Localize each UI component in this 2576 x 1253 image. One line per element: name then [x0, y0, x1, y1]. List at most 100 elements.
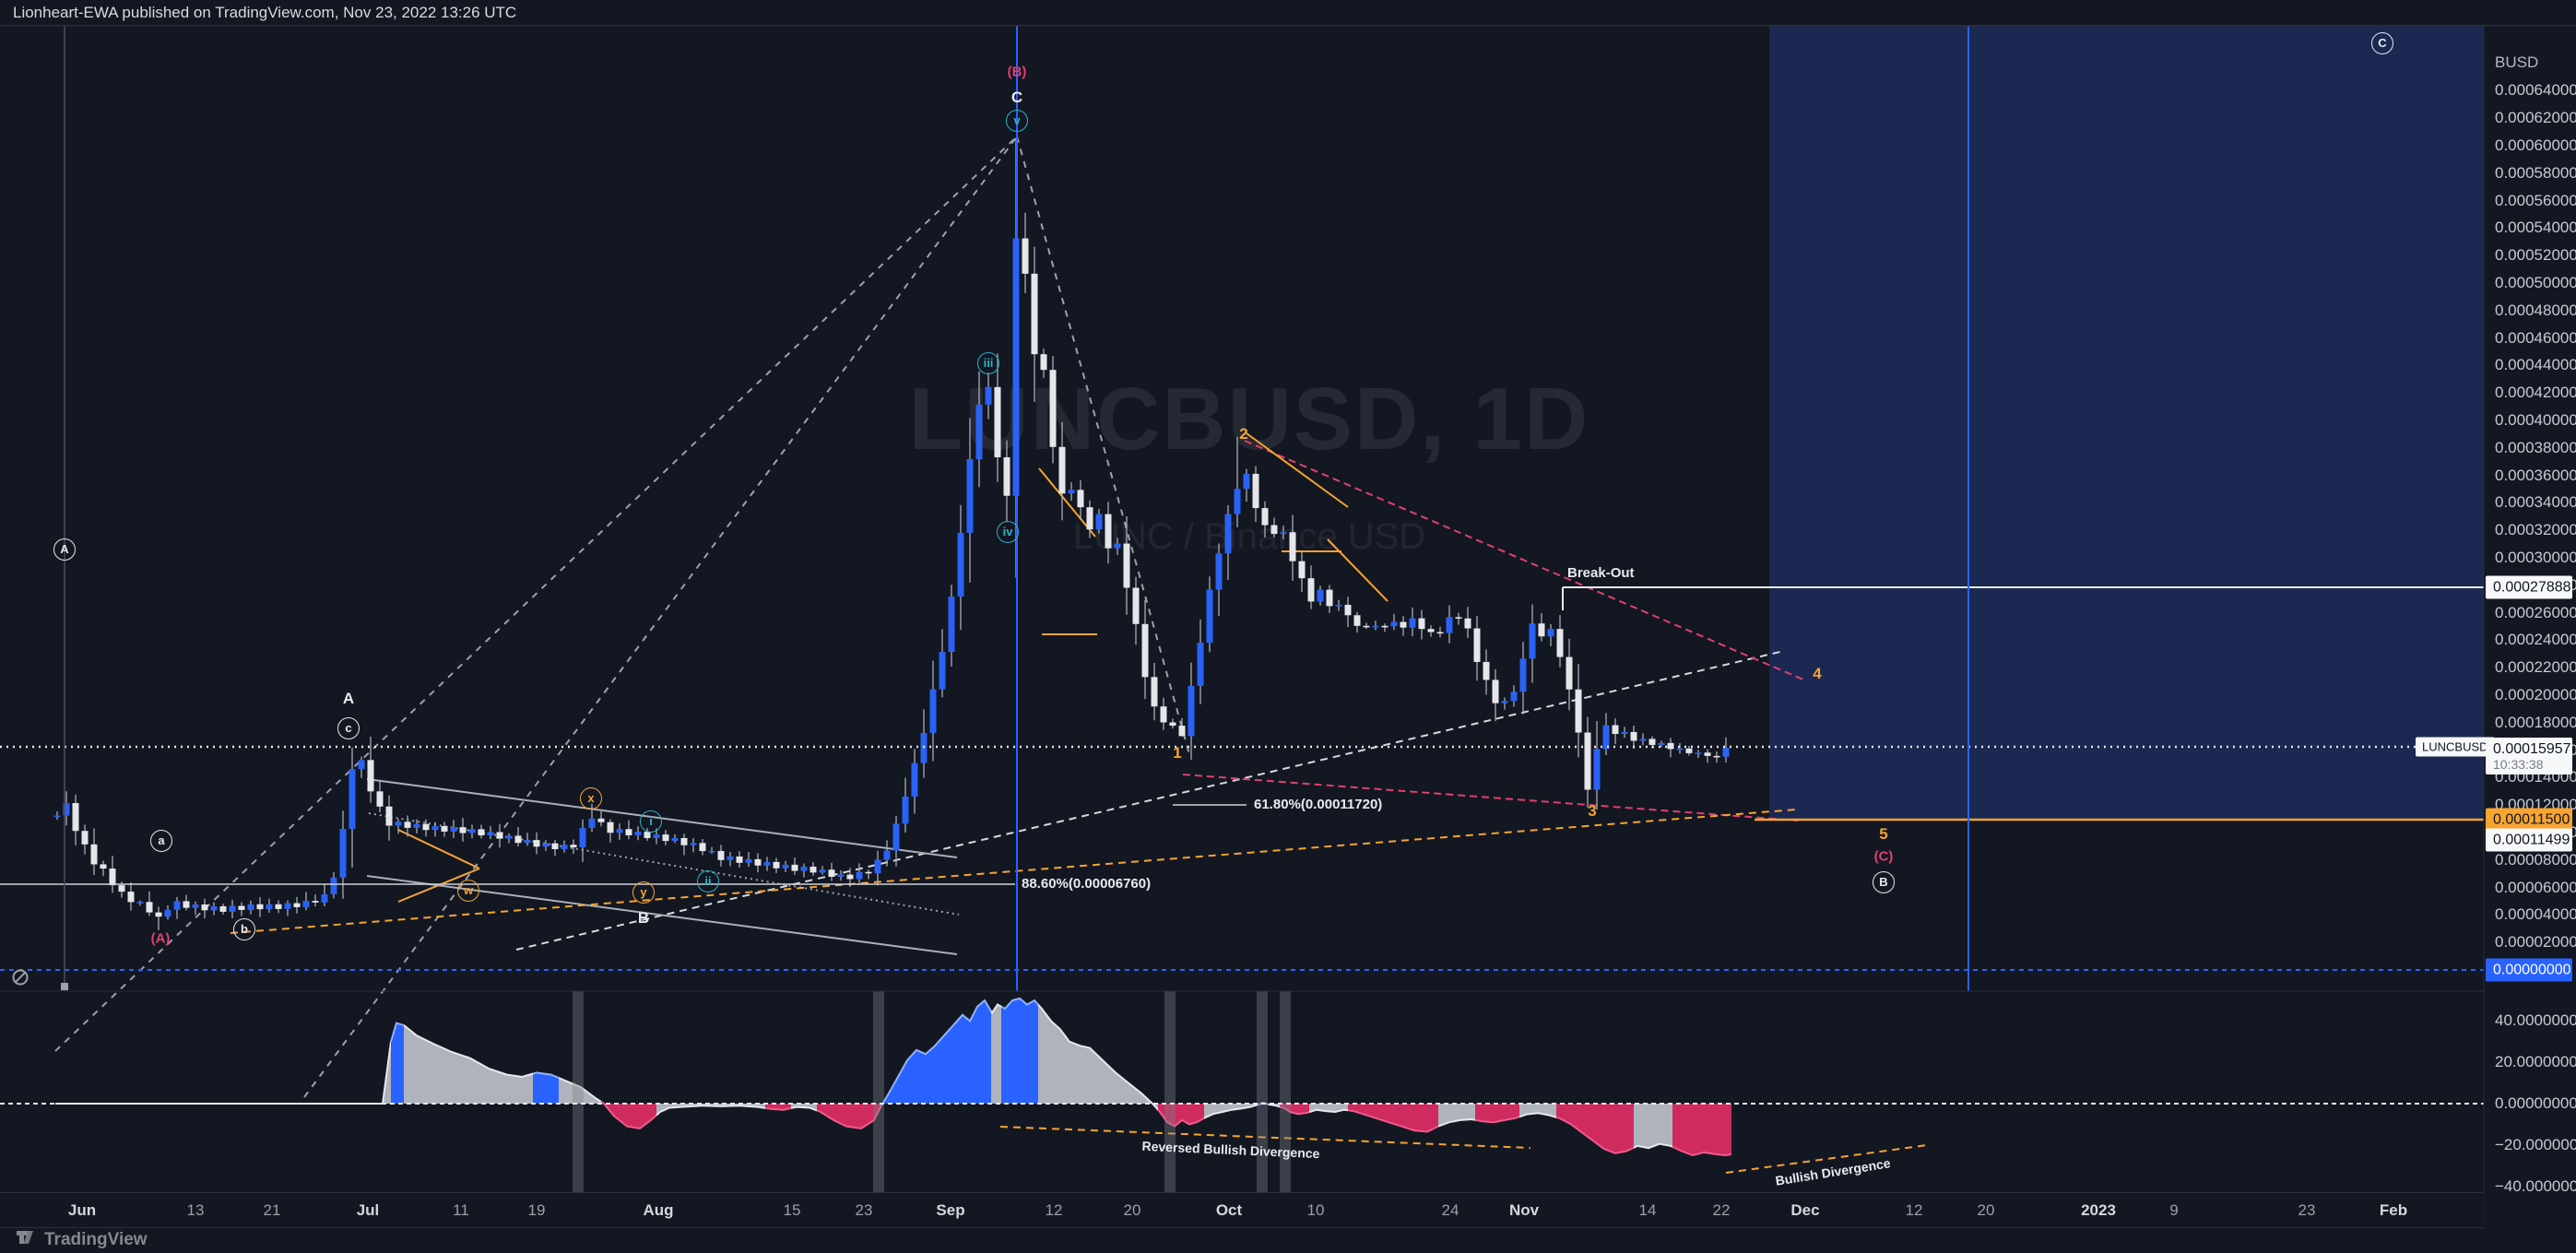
oscillator-area-crimson [1556, 1104, 1634, 1153]
time-tick-20: 20 [1977, 1201, 1995, 1219]
wave-label-4[interactable]: 4 [1813, 665, 1822, 682]
price-tick: 0.00032000 [2495, 521, 2576, 539]
oscillator-area-gray [559, 1078, 601, 1104]
drawing-line-1[interactable] [303, 136, 1018, 1098]
wave-label-v[interactable]: v [1006, 110, 1028, 132]
drawing-line-7[interactable] [1244, 440, 1806, 681]
candle-body [275, 904, 282, 909]
candles-layer[interactable] [53, 138, 1730, 930]
candle-body [395, 822, 402, 826]
candle-body [155, 912, 162, 917]
hidden-drawing-icon[interactable] [11, 968, 30, 991]
wave-label-c[interactable]: c [337, 717, 360, 739]
last-price-value: 0.00015957 [2493, 741, 2571, 757]
wave-label-C[interactable]: C [1010, 89, 1023, 106]
drawing-line-8[interactable] [1182, 774, 1799, 822]
drawing-line-2[interactable] [1016, 136, 1190, 755]
drawing-line-4[interactable] [366, 778, 958, 858]
tradingview-footer[interactable]: TradingView [15, 1226, 148, 1253]
oscillator-tick: 40.00000000 [2495, 1011, 2576, 1030]
candle-body [1630, 731, 1637, 741]
wave-label-2[interactable]: 2 [1239, 425, 1248, 443]
candle-body [413, 823, 420, 828]
drawing-line-9[interactable] [230, 809, 1797, 934]
wave-label-i[interactable]: i [640, 810, 662, 833]
oscillator-layer[interactable] [55, 991, 1732, 1192]
oscillator-area-blue [391, 1022, 404, 1104]
wave-label-iii[interactable]: iii [977, 352, 999, 374]
price-tag-zero: 0.00000000 [2486, 958, 2572, 982]
candle-body [911, 762, 918, 797]
candle-body [302, 901, 310, 907]
candle-body [164, 909, 171, 917]
oscillator-area-crimson [1475, 1104, 1519, 1123]
oscillator-area-blue [1001, 998, 1038, 1104]
wave-label-A[interactable]: A [53, 538, 76, 561]
drawing-line-3[interactable] [515, 650, 1785, 951]
wave-label-x[interactable]: x [580, 787, 602, 810]
wave-label-B[interactable]: (B) [1007, 64, 1027, 80]
fib-618-label[interactable]: 61.80%(0.00011720) [1254, 797, 1383, 812]
wave-label-A[interactable]: A [342, 690, 355, 707]
oscillator-outline [1474, 1116, 1520, 1124]
candle-body [1547, 629, 1554, 637]
price-tick: 0.00004000 [2495, 905, 2576, 924]
candle-body [1224, 514, 1232, 554]
drawing-line-25[interactable] [1725, 1144, 1928, 1174]
wave-label-w[interactable]: w [457, 880, 479, 902]
wave-label-ii[interactable]: ii [697, 870, 719, 892]
drawing-line-11[interactable] [397, 868, 480, 903]
time-tick-Nov: Nov [1508, 1201, 1540, 1219]
oscillator-area-gray [1634, 1104, 1672, 1149]
drawing-line-24[interactable] [999, 1126, 1531, 1149]
wave-label-b[interactable]: b [233, 918, 255, 940]
time-scale[interactable]: Jun 13 21 Jul 11 19 Aug 15 23 Sep 12 20 Oct 10 24 Nov 14… [0, 1192, 2484, 1228]
candle-body [1151, 677, 1158, 707]
candle-body [266, 904, 273, 910]
price-tick: 0.00030000 [2495, 549, 2576, 566]
price-tick: 0.00064000 [2495, 81, 2576, 100]
drawing-anchor-handle[interactable] [61, 983, 68, 990]
drawing-line-0[interactable] [54, 136, 1018, 1052]
fib-886-label[interactable]: 88.60%(0.00006760) [1022, 876, 1152, 892]
wave-label-5[interactable]: 5 [1879, 825, 1888, 843]
wave-label-A[interactable]: (A) [150, 930, 171, 947]
candle-body [127, 892, 135, 903]
wave-label-C[interactable]: (C) [1873, 848, 1894, 865]
candle-body [1307, 578, 1315, 602]
price-tick: 0.00062000 [2495, 109, 2576, 127]
oscillator-area-blue [533, 1072, 559, 1104]
candle-body [468, 829, 476, 833]
oscillator-outline [990, 1003, 1002, 1015]
price-tick: 0.00036000 [2495, 466, 2576, 484]
price-scale[interactable]: BUSD 0.00064000 0.00062000 0.00060000 0.000… [2484, 26, 2576, 1226]
wave-label-B[interactable]: B [637, 909, 650, 927]
symbol-price-line-tag[interactable]: LUNCBUSD [2416, 737, 2495, 757]
wave-label-a[interactable]: a [150, 830, 172, 852]
drawing-line-14[interactable] [1246, 432, 1349, 508]
wave-label-3[interactable]: 3 [1588, 802, 1597, 820]
candle-body [763, 861, 771, 866]
oscillator-outline [764, 1106, 792, 1111]
breakout-label[interactable]: Break-Out [1567, 565, 1635, 581]
drawing-line-12[interactable] [1038, 467, 1096, 538]
drawing-line-16[interactable] [1327, 538, 1388, 602]
projection-zone[interactable] [1769, 26, 2484, 820]
oscillator-area-gray [1038, 1004, 1158, 1110]
candle-body [1003, 456, 1010, 496]
candle-body [1612, 725, 1619, 735]
wave-label-B[interactable]: B [1873, 871, 1895, 893]
tradingview-brand: TradingView [44, 1229, 148, 1249]
candle-body [828, 869, 835, 877]
time-tick-19: 19 [527, 1201, 546, 1219]
drawing-line-10[interactable] [397, 829, 480, 869]
wave-label-1[interactable]: 1 [1173, 744, 1182, 762]
wave-label-iv[interactable]: iv [997, 521, 1019, 543]
drawing-line-6[interactable] [368, 812, 960, 916]
wave-label-C[interactable]: C [2371, 32, 2393, 54]
candle-body [478, 829, 485, 836]
candle-body [699, 843, 706, 852]
wave-label-y[interactable]: y [632, 881, 655, 904]
candle-body [1123, 543, 1130, 588]
